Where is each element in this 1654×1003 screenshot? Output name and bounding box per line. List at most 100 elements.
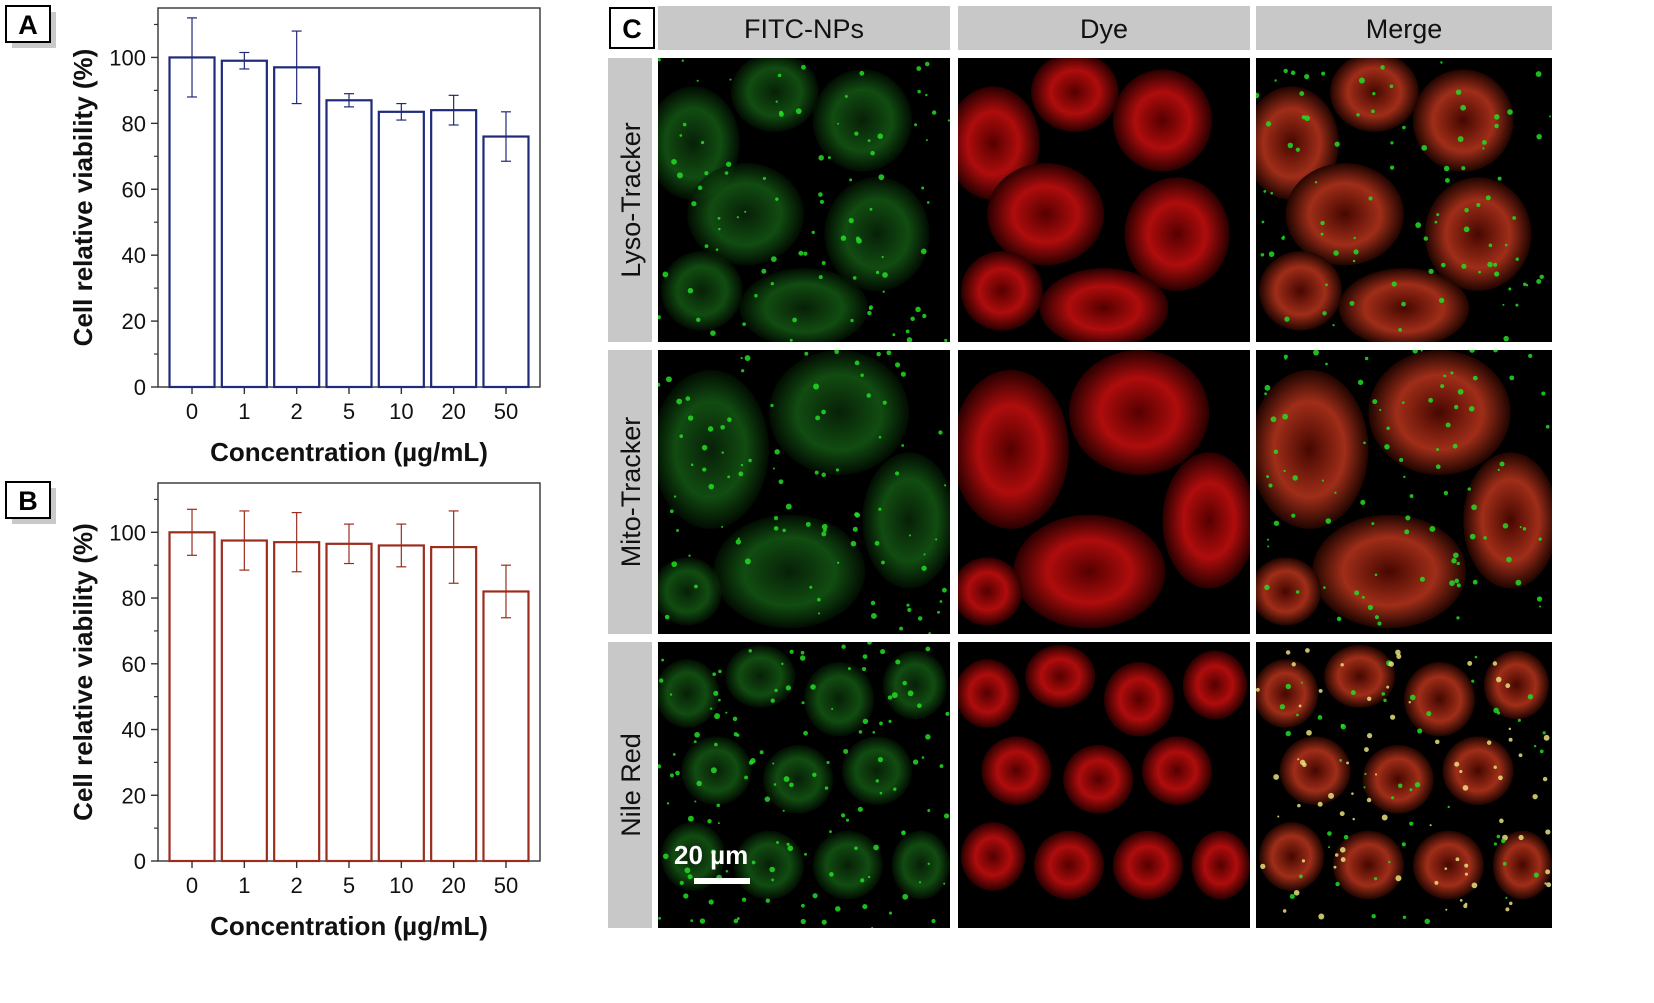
x-tick-label: 20 (441, 873, 465, 898)
x-tick-label: 10 (389, 873, 413, 898)
cell-shape (1039, 268, 1169, 342)
cell-shape (1256, 369, 1369, 529)
cell-shape (960, 822, 1026, 891)
cell-shape (1013, 514, 1166, 629)
cell-shape (1338, 268, 1470, 342)
bar-10 (377, 110, 425, 389)
micrograph-Nile Red-Merge (1256, 642, 1552, 928)
micrograph-Lyso-Tracker-FITC-NPs (658, 58, 950, 342)
cell-shape (1404, 662, 1476, 737)
cell-shape (1279, 736, 1351, 806)
column-header-bg (658, 6, 950, 50)
y-tick-label: 40 (122, 243, 146, 268)
row-header-0: Lyso-Tracker (616, 122, 646, 278)
cell-shape (687, 163, 804, 266)
row-header-bg (608, 642, 652, 928)
fluorescent-dots (658, 58, 950, 342)
panel-letter-c: C (622, 14, 642, 44)
bar-0 (168, 531, 216, 863)
micrograph-Mito-Tracker-Dye (958, 350, 1250, 634)
cell-shape (1112, 830, 1183, 900)
y-tick-label: 80 (122, 111, 146, 136)
cell-shape (658, 557, 723, 626)
x-tick-label: 20 (441, 399, 465, 424)
x-tick-label: 5 (343, 399, 355, 424)
x-tick-label: 50 (494, 873, 518, 898)
y-tick-label: 100 (109, 45, 146, 70)
cell-shape (1324, 644, 1396, 708)
bar-50 (482, 135, 530, 389)
bar-2 (273, 66, 321, 389)
y-tick-label: 20 (122, 309, 146, 334)
row-header-bg (608, 350, 652, 634)
micrograph-Mito-Tracker-Merge (1256, 350, 1552, 634)
cell-shape (1256, 659, 1319, 728)
cell-shape (1141, 736, 1213, 806)
x-axis-label: Concentration (µg/mL) (210, 437, 488, 467)
cell-shape (1258, 251, 1342, 331)
cell-shape (812, 830, 883, 900)
cell-shape (658, 659, 720, 728)
cell-shape (658, 369, 769, 529)
column-header-bg (958, 6, 1250, 50)
panel-b: B 0 20 40 60 80 100 0 1 2 5 10 20 50 Concentration (µ… (0, 478, 560, 958)
cell-shape (958, 659, 1020, 728)
cell-shape (725, 644, 796, 708)
micrograph-Lyso-Tracker-Dye (958, 58, 1250, 342)
fluorescent-dots (1256, 648, 1552, 925)
cell-shape (1412, 69, 1514, 172)
fluorescent-dots (1264, 350, 1550, 626)
row-header-2: Nile Red (616, 733, 646, 837)
x-tick-label: 1 (238, 399, 250, 424)
x-tick-label: 2 (291, 873, 303, 898)
cell-shape (763, 744, 834, 814)
micrograph-grid: C FITC-NPs Dye Merge Lyso-Tracker Mito-Track… (608, 6, 1552, 928)
scale-bar: 20 µm (674, 840, 750, 884)
y-tick-label: 40 (122, 718, 146, 743)
bar-1 (220, 539, 268, 863)
cell-shape (1033, 830, 1104, 900)
cell-shape (660, 822, 726, 891)
cell-shape (1362, 744, 1434, 814)
y-axis-label: Cell relative viability (%) (68, 49, 98, 347)
y-tick-label: 0 (134, 849, 146, 874)
cell-shape (713, 514, 866, 629)
y-tick-label: 20 (122, 783, 146, 808)
cell-shape (1483, 650, 1550, 720)
cell-shape (891, 830, 950, 900)
cell-shape (1412, 830, 1484, 900)
cell-shape (1256, 557, 1322, 626)
x-tick-label: 5 (343, 873, 355, 898)
bar-0 (168, 56, 216, 389)
x-tick-label: 1 (238, 873, 250, 898)
cell-shape (1312, 514, 1467, 629)
cell-shape (1191, 830, 1250, 900)
cell-shape (804, 662, 875, 737)
cell-shape (1162, 452, 1250, 589)
cell-shape (1068, 350, 1210, 475)
x-tick-label: 10 (389, 399, 413, 424)
x-tick-label: 0 (186, 399, 198, 424)
y-axis-label: Cell relative viability (%) (68, 523, 98, 821)
cell-shape (981, 736, 1052, 806)
fluorescent-dots (1256, 61, 1552, 342)
cell-shape (1463, 452, 1552, 589)
scale-bar-label: 20 µm (674, 840, 748, 870)
cell-shape (1442, 736, 1514, 806)
cell-shape (768, 350, 910, 475)
column-header-0: FITC-NPs (744, 14, 864, 44)
y-tick-label: 60 (122, 652, 146, 677)
cell-shape (1285, 163, 1404, 266)
cell-shape (882, 650, 948, 720)
cell-shape (1025, 644, 1096, 708)
column-header-bg (1256, 6, 1552, 50)
cell-shape (1258, 822, 1325, 891)
column-header-1: Dye (1080, 14, 1128, 44)
cell-shape (960, 251, 1043, 331)
cell-shape (987, 163, 1104, 266)
micrograph-Mito-Tracker-FITC-NPs (658, 350, 950, 634)
panel-letter-a: A (18, 10, 38, 40)
panel-a: A 0 20 40 60 80 100 0 1 2 5 10 20 50 Concentration (µ… (0, 0, 560, 475)
micrograph-Lyso-Tracker-Merge (1256, 58, 1552, 342)
cell-shape (1124, 177, 1230, 291)
